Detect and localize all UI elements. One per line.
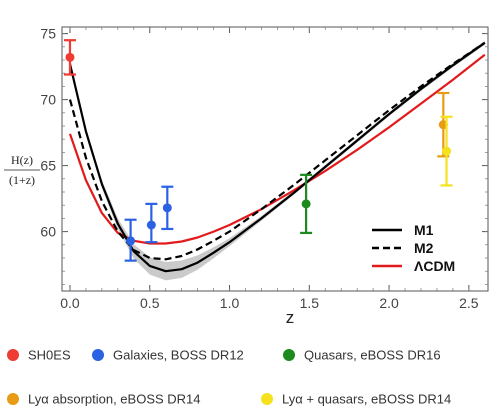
data-marker (301, 199, 311, 209)
x-tick-label: 2.0 (379, 295, 399, 311)
curve-legend-label: M1 (414, 222, 434, 238)
data-marker (65, 52, 75, 62)
curve-legend-label: ΛCDM (414, 258, 455, 274)
y-tick-label: 75 (40, 26, 56, 42)
data-marker (146, 220, 156, 230)
legend-label: Lyα absorption, eBOSS DR14 (28, 391, 201, 407)
data-point (124, 218, 137, 262)
data-point (440, 115, 453, 187)
legend-item-sh0es: SH0ES (7, 345, 71, 365)
x-tick-label: 0.5 (140, 295, 160, 311)
curve-legend-label: M2 (414, 240, 434, 256)
legend-dot-icon (261, 392, 273, 405)
legend-item-lya-quasars: Lyα + quasars, eBOSS DR14 (261, 389, 451, 409)
data-point (63, 39, 76, 76)
legend-item-galaxies: Galaxies, BOSS DR12 (92, 345, 244, 365)
legend-item-lya-absorption: Lyα absorption, eBOSS DR14 (7, 389, 201, 409)
y-axis-label-bottom: (1+z) (9, 173, 35, 187)
x-tick-label: 2.5 (459, 295, 479, 311)
legend-dot-icon (283, 348, 295, 361)
x-tick-label: 0.0 (60, 295, 80, 311)
data-point (145, 202, 158, 244)
plot-frame (61, 26, 489, 292)
curves-layer (68, 40, 486, 281)
legend-dot-icon (92, 348, 104, 361)
series-line-lcdm (68, 53, 486, 245)
chart: H(z) (1+z) z M1 M2 ΛCDM 0.0 0.5 1.0 1.5 2.0 2.5… (4, 26, 489, 327)
y-tick-label: 60 (40, 224, 56, 240)
legend-label: SH0ES (28, 347, 71, 363)
legend-label: Lyα + quasars, eBOSS DR14 (282, 391, 452, 407)
data-marker (162, 203, 172, 213)
data-point (161, 185, 174, 231)
legend-label: Quasars, eBOSS DR16 (304, 347, 441, 363)
x-tick-label: 1.5 (300, 295, 320, 311)
y-axis-label-top: H(z) (11, 153, 33, 167)
legend-label: Galaxies, BOSS DR12 (113, 347, 244, 363)
data-marker (442, 146, 452, 156)
x-tick-label: 1.0 (220, 295, 240, 311)
curve-legend: M1 M2 ΛCDM (372, 222, 455, 274)
legend-dot-icon (7, 392, 19, 405)
y-tick-label: 65 (40, 158, 56, 174)
x-axis-label: z (286, 308, 295, 327)
data-marker (126, 236, 136, 246)
series-line-m1 (68, 41, 486, 273)
legend-dot-icon (7, 348, 19, 361)
legend-item-quasars: Quasars, eBOSS DR16 (283, 345, 441, 365)
y-tick-label: 70 (40, 92, 56, 108)
data-point (300, 173, 313, 235)
